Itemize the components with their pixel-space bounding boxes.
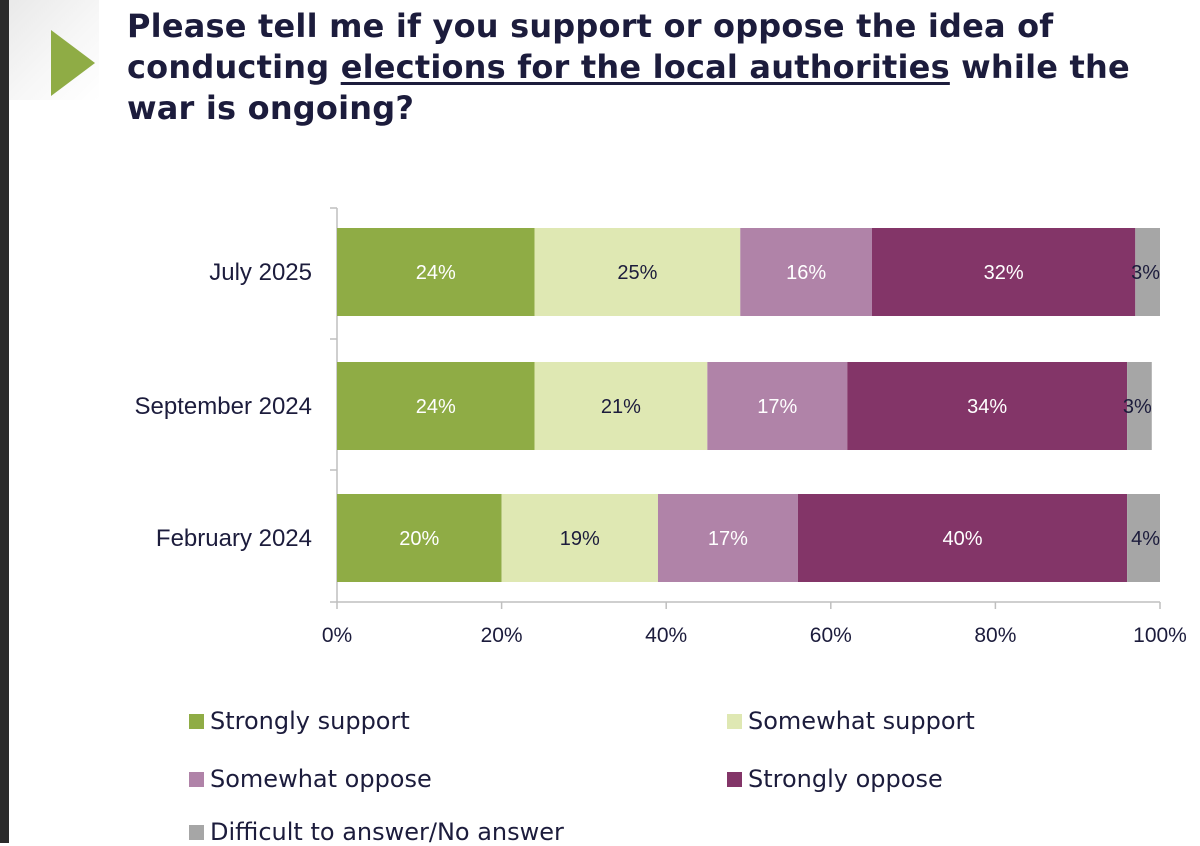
data-label: 24% bbox=[416, 262, 456, 284]
data-label: 21% bbox=[601, 396, 641, 418]
bar-segment bbox=[1127, 362, 1152, 450]
bar-segment bbox=[337, 228, 535, 316]
category-label: September 2024 bbox=[135, 393, 312, 420]
data-label: 4% bbox=[1131, 528, 1160, 550]
data-label: 17% bbox=[708, 528, 748, 550]
data-label: 19% bbox=[560, 528, 600, 550]
data-label: 25% bbox=[617, 262, 657, 284]
bar-segment bbox=[534, 228, 741, 316]
data-label: 3% bbox=[1123, 396, 1152, 418]
data-label: 32% bbox=[984, 262, 1024, 284]
data-label: 17% bbox=[757, 396, 797, 418]
data-label: 16% bbox=[786, 262, 826, 284]
bar-segment bbox=[797, 494, 1128, 582]
bar-segment bbox=[871, 228, 1136, 316]
title-text-underlined: elections for the local authorities bbox=[340, 48, 950, 86]
x-tick-label: 20% bbox=[481, 624, 523, 647]
data-label: 3% bbox=[1131, 262, 1160, 284]
x-tick-label: 80% bbox=[974, 624, 1016, 647]
title-text-after: while the war is ongoing? bbox=[127, 48, 1130, 127]
bar-segment bbox=[337, 494, 502, 582]
bar-segment bbox=[534, 362, 708, 450]
category-label: July 2025 bbox=[209, 259, 312, 286]
slide-title: Please tell me if you support or oppose … bbox=[127, 6, 1187, 129]
bar-segment bbox=[740, 228, 872, 316]
x-tick-label: 60% bbox=[810, 624, 852, 647]
green-arrow-icon bbox=[51, 30, 95, 96]
x-tick-label: 0% bbox=[322, 624, 352, 647]
bar-segment bbox=[657, 494, 798, 582]
bar-segment bbox=[1135, 228, 1160, 316]
category-label: February 2024 bbox=[156, 525, 312, 552]
bar-segment bbox=[847, 362, 1128, 450]
bar-segment bbox=[707, 362, 848, 450]
data-label: 34% bbox=[967, 396, 1007, 418]
bar-segment bbox=[1127, 494, 1160, 582]
data-label: 24% bbox=[416, 396, 456, 418]
bar-segment bbox=[501, 494, 658, 582]
x-tick-label: 40% bbox=[645, 624, 687, 647]
window-left-edge bbox=[0, 0, 9, 843]
data-label: 40% bbox=[942, 528, 982, 550]
bar-segment bbox=[337, 362, 535, 450]
data-label: 20% bbox=[399, 528, 439, 550]
x-tick-label: 100% bbox=[1133, 624, 1187, 647]
title-text-before: Please tell me if you support or oppose … bbox=[127, 7, 1054, 86]
